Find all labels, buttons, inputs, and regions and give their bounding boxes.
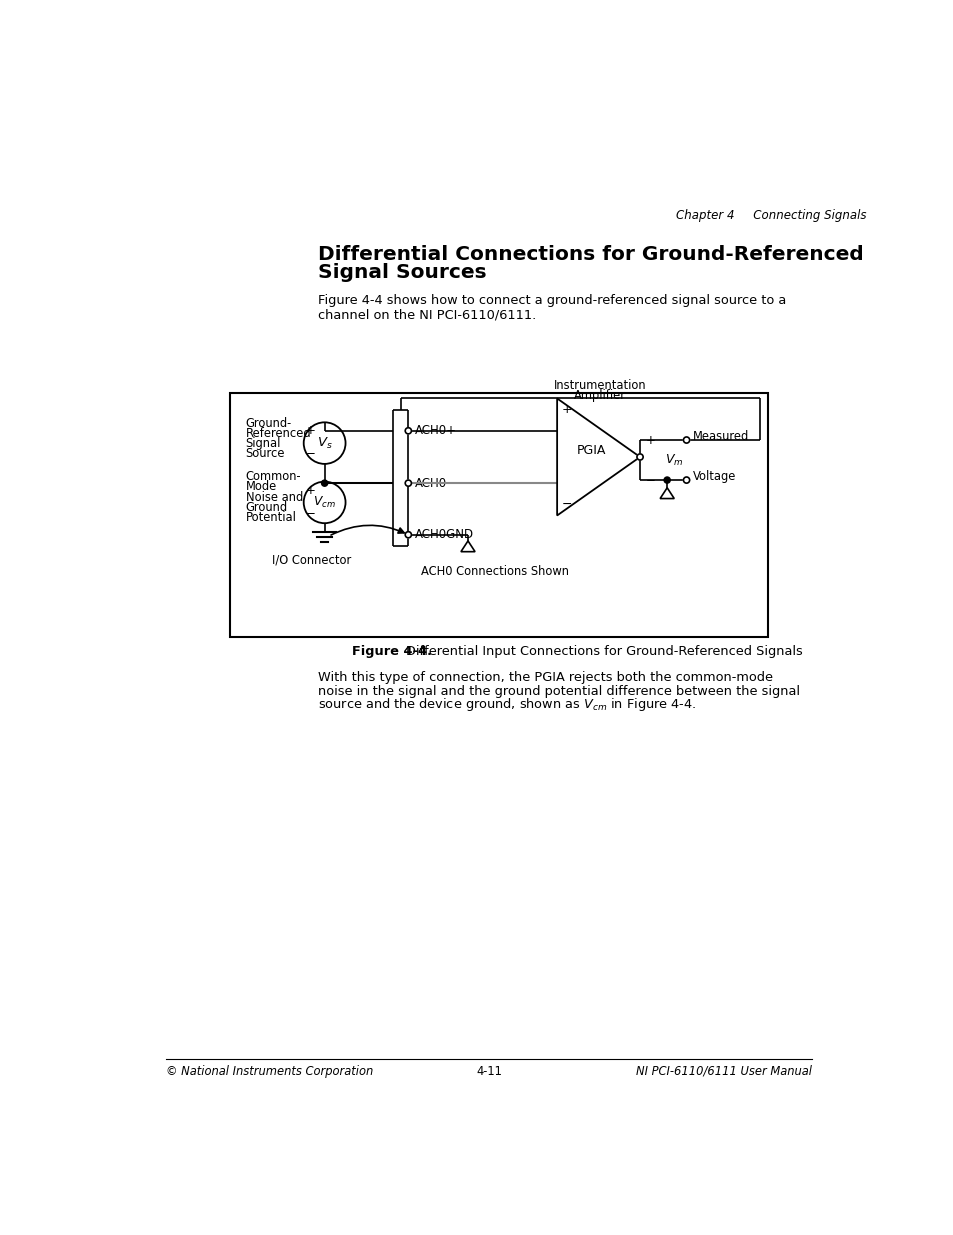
Text: +: + xyxy=(305,425,315,437)
Circle shape xyxy=(405,531,411,537)
Text: Voltage: Voltage xyxy=(692,469,736,483)
Text: Chapter 4     Connecting Signals: Chapter 4 Connecting Signals xyxy=(675,209,865,222)
Circle shape xyxy=(321,480,328,487)
Text: −: − xyxy=(305,447,315,461)
Text: ACH0 Connections Shown: ACH0 Connections Shown xyxy=(421,566,569,578)
Text: Common-: Common- xyxy=(245,471,301,483)
Text: $V_s$: $V_s$ xyxy=(316,436,333,451)
Text: −: − xyxy=(645,473,656,487)
Text: Signal: Signal xyxy=(245,437,280,450)
Text: −: − xyxy=(305,506,315,520)
Text: +: + xyxy=(305,484,315,496)
Bar xyxy=(230,393,767,637)
Text: +: + xyxy=(561,403,572,416)
Text: Ground-: Ground- xyxy=(245,416,292,430)
Text: $V_{cm}$: $V_{cm}$ xyxy=(313,495,335,510)
Text: $V_m$: $V_m$ xyxy=(664,452,682,468)
Text: © National Instruments Corporation: © National Instruments Corporation xyxy=(166,1065,373,1078)
Circle shape xyxy=(663,477,670,483)
Text: 4-11: 4-11 xyxy=(476,1065,501,1078)
Text: Potential: Potential xyxy=(245,510,296,524)
Text: I/O Connector: I/O Connector xyxy=(272,553,351,567)
Circle shape xyxy=(682,477,689,483)
Text: NI PCI-6110/6111 User Manual: NI PCI-6110/6111 User Manual xyxy=(636,1065,811,1078)
Text: noise in the signal and the ground potential difference between the signal: noise in the signal and the ground poten… xyxy=(318,684,800,698)
Text: Figure 4-4.: Figure 4-4. xyxy=(352,645,432,657)
Text: Instrumentation: Instrumentation xyxy=(553,379,645,391)
Text: Figure 4-4 shows how to connect a ground-referenced signal source to a: Figure 4-4 shows how to connect a ground… xyxy=(318,294,786,308)
Text: Differential Input Connections for Ground-Referenced Signals: Differential Input Connections for Groun… xyxy=(406,645,801,657)
Circle shape xyxy=(405,427,411,433)
Text: Mode: Mode xyxy=(245,480,276,494)
Text: −: − xyxy=(561,498,572,511)
Circle shape xyxy=(637,454,642,461)
Text: source and the device ground, shown as $V_{cm}$ in Figure 4-4.: source and the device ground, shown as $… xyxy=(318,697,697,714)
Circle shape xyxy=(682,437,689,443)
Text: channel on the NI PCI-6110/6111.: channel on the NI PCI-6110/6111. xyxy=(318,308,537,321)
Text: Ground: Ground xyxy=(245,500,288,514)
Text: PGIA: PGIA xyxy=(576,445,605,457)
Text: ACH0–: ACH0– xyxy=(415,477,453,489)
Text: Noise and: Noise and xyxy=(245,490,302,504)
Text: Measured: Measured xyxy=(692,430,748,442)
Text: Referenced: Referenced xyxy=(245,426,311,440)
Text: Source: Source xyxy=(245,447,285,459)
Circle shape xyxy=(405,480,411,487)
Text: ACH0GND: ACH0GND xyxy=(415,529,474,541)
Text: +: + xyxy=(645,433,656,447)
Text: ACH0+: ACH0+ xyxy=(415,425,456,437)
Text: Differential Connections for Ground-Referenced: Differential Connections for Ground-Refe… xyxy=(318,245,863,264)
Text: Signal Sources: Signal Sources xyxy=(318,263,487,283)
Text: With this type of connection, the PGIA rejects both the common-mode: With this type of connection, the PGIA r… xyxy=(318,671,773,684)
Text: Amplifier: Amplifier xyxy=(573,389,625,401)
